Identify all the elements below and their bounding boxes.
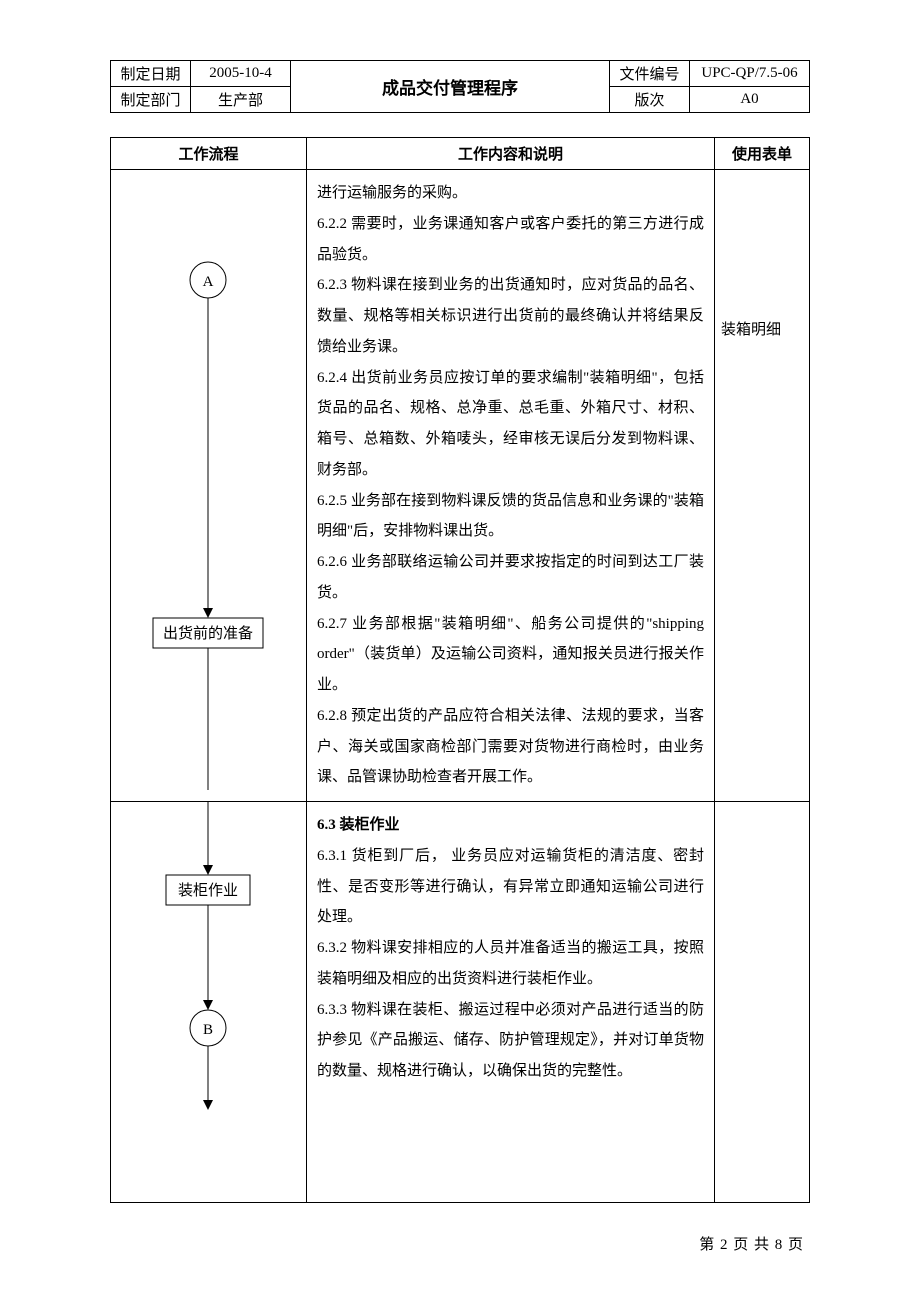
col-header-content: 工作内容和说明 [307,138,715,170]
flow-node-b-label: B [203,1022,213,1038]
flow-arrowhead-2c [203,1100,213,1110]
col-header-flow: 工作流程 [111,138,307,170]
c1-p4: 6.2.5 业务部在接到物料课反馈的货品信息和业务课的"装箱明细"后，安排物料课… [317,486,704,548]
hdr-rev-label: 版次 [610,87,690,113]
c2-p2: 6.3.2 物料课安排相应的人员并准备适当的搬运工具，按照装箱明细及相应的出货资… [317,933,704,995]
flow-arrowhead-2b [203,1000,213,1010]
col-header-form: 使用表单 [715,138,810,170]
c2-p1: 6.3.1 货柜到厂后， 业务员应对运输货柜的清洁度、密封性、是否变形等进行确认… [317,841,704,933]
c1-p7: 6.2.8 预定出货的产品应符合相关法律、法规的要求，当客户、海关或国家商检部门… [317,701,704,793]
form1-text: 装箱明细 [721,318,803,339]
c2-p3: 6.3.3 物料课在装柜、搬运过程中必须对产品进行适当的防护参见《产品搬运、储存… [317,995,704,1087]
flow-cell-2: 装柜作业 B [111,802,307,1203]
form-cell-2 [715,802,810,1203]
c1-p6: 6.2.7 业务部根据"装箱明细"、船务公司提供的"shipping order… [317,609,704,701]
c2-title: 6.3 装柜作业 [317,810,704,841]
hdr-docno-value: UPC-QP/7.5-06 [690,61,810,87]
hdr-docno-label: 文件编号 [610,61,690,87]
form-cell-1: 装箱明细 [715,170,810,802]
c1-p2: 6.2.3 物料课在接到业务的出货通知时，应对货品的品名、数量、规格等相关标识进… [317,270,704,362]
flow-cell-1: A 出货前的准备 [111,170,307,802]
flowchart-1: A 出货前的准备 [111,170,306,790]
c1-p1: 6.2.2 需要时，业务课通知客户或客户委托的第三方进行成品验货。 [317,209,704,271]
flow-arrowhead-1 [203,608,213,618]
flow-arrowhead-2a [203,865,213,875]
hdr-dept-value: 生产部 [191,87,291,113]
hdr-rev-value: A0 [690,87,810,113]
page-footer: 第 2 页 共 8 页 [110,1233,810,1254]
c1-p5: 6.2.6 业务部联络运输公司并要求按指定的时间到达工厂装货。 [317,547,704,609]
c1-p3: 6.2.4 出货前业务员应按订单的要求编制"装箱明细"，包括货品的品名、规格、总… [317,363,704,486]
content-cell-1: 进行运输服务的采购。 6.2.2 需要时，业务课通知客户或客户委托的第三方进行成… [307,170,715,802]
doc-header-table: 制定日期 2005-10-4 成品交付管理程序 文件编号 UPC-QP/7.5-… [110,60,810,113]
hdr-date-value: 2005-10-4 [191,61,291,87]
flow-box-prep-label: 出货前的准备 [163,625,253,642]
flow-node-a-label: A [203,274,214,290]
main-table: 工作流程 工作内容和说明 使用表单 A 出货前的准备 进行运输服务的采购。 6.… [110,137,810,1203]
hdr-dept-label: 制定部门 [111,87,191,113]
flow-box-load-label: 装柜作业 [178,882,238,899]
flowchart-2: 装柜作业 B [111,802,306,1202]
c1-p0: 进行运输服务的采购。 [317,178,704,209]
content-cell-2: 6.3 装柜作业 6.3.1 货柜到厂后， 业务员应对运输货柜的清洁度、密封性、… [307,802,715,1203]
hdr-date-label: 制定日期 [111,61,191,87]
hdr-title: 成品交付管理程序 [291,61,610,113]
